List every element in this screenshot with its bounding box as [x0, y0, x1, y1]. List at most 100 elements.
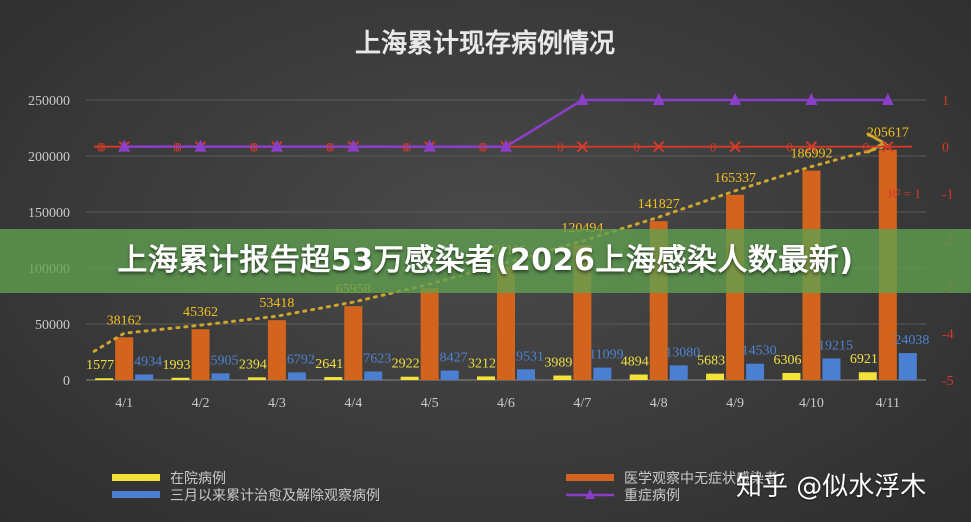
bar-hospitalized [400, 376, 419, 380]
bar-released [211, 373, 230, 380]
x-tick-label: 4/2 [192, 396, 210, 411]
y2-tick-label: 0 [942, 141, 949, 156]
observation-label: 45362 [183, 305, 218, 320]
x-tick-label: 4/5 [421, 396, 439, 411]
x-tick-label: 4/3 [268, 396, 286, 411]
reference-label: 0 [99, 140, 106, 155]
severe-label: 0 [97, 140, 104, 155]
reference-label: 0 [786, 140, 793, 155]
reference-marker [576, 140, 589, 153]
legend-swatch-hospitalized [112, 474, 160, 481]
x-tick-label: 4/9 [726, 396, 744, 411]
bar-hospitalized [629, 374, 648, 380]
severe-label: 0 [250, 140, 257, 155]
bar-observation [191, 329, 210, 380]
y2-tick-label: -4 [942, 327, 954, 342]
released-label: 4934 [134, 354, 162, 369]
x-tick-label: 4/8 [650, 396, 668, 411]
bar-observation [420, 288, 439, 380]
severe-marker [347, 139, 360, 152]
y-tick-label: 150000 [28, 206, 70, 221]
severe-marker [423, 139, 436, 152]
severe-label: 0 [402, 140, 409, 155]
hospitalized-label: 1993 [163, 358, 191, 373]
y-tick-label: 250000 [28, 94, 70, 109]
bar-released [287, 372, 306, 380]
bar-released [440, 370, 459, 380]
released-label: 13080 [665, 345, 700, 360]
hospitalized-label: 2394 [239, 357, 267, 372]
y-tick-label: 50000 [35, 318, 70, 333]
released-label: 9531 [516, 349, 544, 364]
legend-swatch-released [112, 491, 160, 498]
reference-marker [653, 140, 665, 153]
headline-banner: 上海累计报告超53万感染者(2026上海感染人数最新) [0, 229, 971, 293]
bar-observation [115, 337, 134, 380]
bar-released [364, 371, 383, 380]
bar-hospitalized [858, 372, 877, 380]
annotation-r2: R² = 1 [888, 186, 921, 201]
reference-marker [729, 140, 741, 153]
bar-hospitalized [324, 377, 343, 380]
y-tick-label: 200000 [28, 150, 70, 165]
headline-text: 上海累计报告超53万感染者(2026上海感染人数最新) [117, 243, 854, 278]
severe-marker [576, 93, 589, 105]
hospitalized-label: 2641 [315, 357, 343, 372]
legend-label: 医学观察中无症状感染者 [624, 470, 778, 487]
legend-label: 重症病例 [624, 488, 680, 504]
legend-label: 在院病例 [170, 471, 226, 487]
y2-tick-label: -5 [942, 374, 954, 389]
bar-observation [267, 320, 286, 380]
released-label: 7623 [363, 351, 391, 366]
severe-marker [805, 93, 818, 105]
legend-swatch-observation [566, 474, 614, 481]
bar-released [746, 363, 765, 380]
hospitalized-label: 5683 [697, 354, 725, 369]
bar-released [669, 365, 688, 380]
watermark: 知乎 @似水浮木 [736, 472, 927, 502]
released-label: 6792 [287, 352, 315, 367]
hospitalized-label: 6921 [850, 352, 878, 367]
severe-marker [729, 93, 742, 105]
legend-marker-severe [585, 489, 595, 499]
severe-marker [194, 139, 207, 152]
bar-observation [497, 266, 515, 380]
hospitalized-label: 6306 [773, 353, 801, 368]
reference-marker [805, 140, 818, 153]
bar-hospitalized [95, 378, 114, 380]
bar-hospitalized [553, 375, 572, 380]
severe-label: 0 [326, 140, 333, 155]
observation-label: 53418 [259, 296, 294, 311]
severe-marker [118, 139, 131, 152]
bar-hospitalized [782, 372, 801, 380]
severe-marker [500, 139, 512, 152]
released-label: 5905 [211, 353, 239, 368]
severe-marker [270, 139, 283, 152]
bar-released [898, 353, 917, 380]
reference-label: 0 [710, 140, 717, 155]
x-tick-label: 4/4 [344, 396, 362, 411]
y2-tick-label: 1 [942, 94, 949, 109]
bar-hospitalized [706, 373, 725, 380]
x-tick-label: 4/10 [799, 396, 824, 411]
chart-title: 上海累计现存病例情况 [355, 29, 615, 59]
bar-released [517, 369, 535, 380]
bar-observation [344, 306, 363, 380]
observation-label: 141827 [638, 197, 680, 212]
released-label: 11099 [589, 348, 623, 363]
released-label: 24038 [894, 333, 929, 348]
reference-label: 0 [633, 140, 640, 155]
bar-hospitalized [247, 377, 266, 380]
hospitalized-label: 3212 [468, 356, 496, 371]
x-tick-label: 4/11 [876, 396, 900, 411]
severe-label: 0 [173, 140, 180, 155]
bar-released [135, 374, 154, 380]
x-tick-label: 4/7 [573, 396, 591, 411]
x-tick-label: 4/6 [497, 396, 515, 411]
hospitalized-label: 4894 [621, 355, 649, 370]
released-label: 14530 [742, 344, 777, 359]
bar-released [822, 358, 841, 380]
released-label: 8427 [440, 351, 468, 366]
